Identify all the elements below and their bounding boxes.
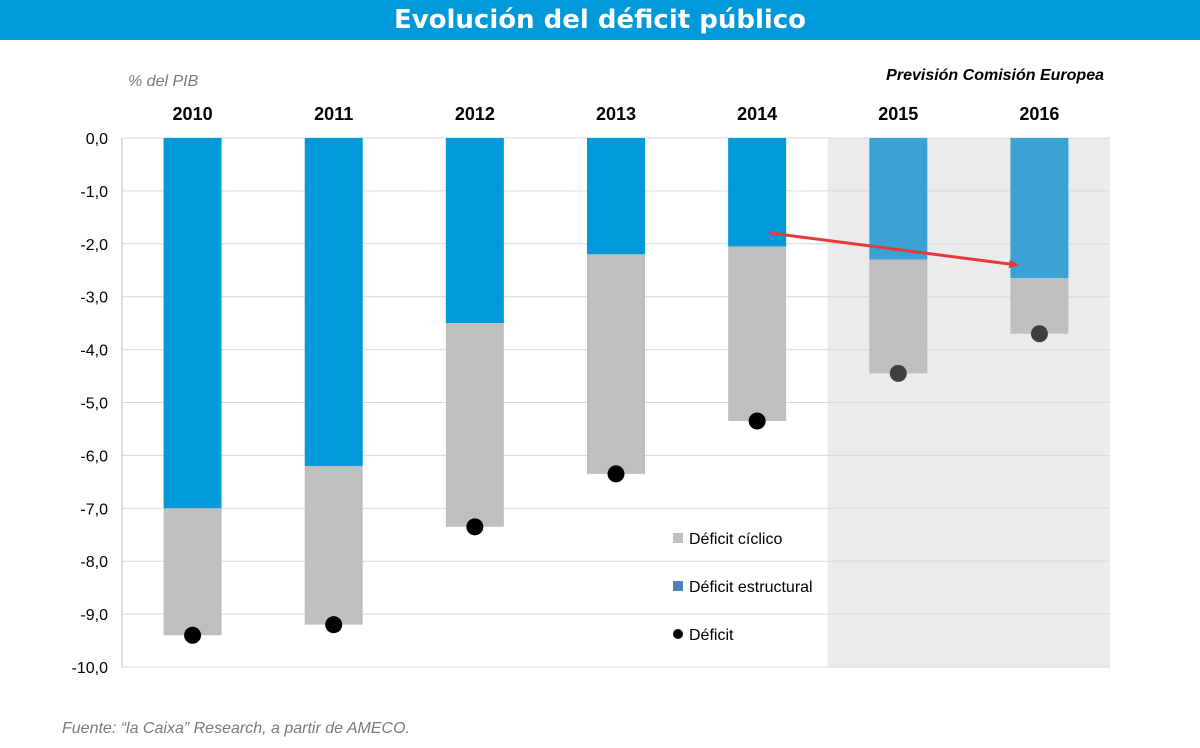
cyclical-bar-2015 <box>869 259 928 374</box>
deficit-point-2016 <box>1030 325 1048 343</box>
x-tick-label-2011: 2011 <box>314 104 353 124</box>
arrow-line <box>769 231 1019 268</box>
cyclical-bar-2011 <box>304 465 363 625</box>
trend-arrow <box>769 231 1019 268</box>
y-tick-label: -10,0 <box>72 660 109 677</box>
structural-bar-2011 <box>304 138 363 466</box>
legend-swatch-cyclical <box>673 533 683 543</box>
annotations: 9% 1% <box>1112 334 1141 493</box>
legend: Déficit cíclico Déficit estructural Défici… <box>673 531 813 644</box>
y-tick-label: -8,0 <box>80 554 108 571</box>
y-tick-label: -3,0 <box>80 290 108 307</box>
deficit-point-2011 <box>325 616 343 634</box>
chart-title: Evolución del déficit público <box>0 0 1200 40</box>
structural-bar-2015 <box>869 138 928 260</box>
y-tick-label: -1,0 <box>80 184 108 201</box>
x-tick-label-2013: 2013 <box>596 104 636 124</box>
source-note: Fuente: “la Caixa” Research, a partir de… <box>62 720 410 737</box>
y-tick-label: -6,0 <box>80 448 108 465</box>
x-tick-label-2016: 2016 <box>1019 104 1059 124</box>
x-tick-label-2015: 2015 <box>878 104 918 124</box>
x-tick-label-2010: 2010 <box>173 104 213 124</box>
cyclical-bar-2010 <box>163 508 222 636</box>
deficit-point-2013 <box>607 465 625 483</box>
cyclical-bar-2012 <box>445 323 504 527</box>
deficit-point-2012 <box>466 518 484 536</box>
structural-bar-2013 <box>587 138 645 255</box>
structural-bar-2016 <box>1010 138 1069 279</box>
deficit-point-2015 <box>889 364 907 382</box>
cyclical-bar-2013 <box>587 254 645 474</box>
legend-swatch-deficit <box>673 629 683 639</box>
legend-label-cyclical: Déficit cíclico <box>689 531 782 548</box>
x-tick-label-2014: 2014 <box>737 104 777 124</box>
structural-bar-2010 <box>163 138 222 509</box>
cyclical-bar-2016 <box>1010 278 1069 334</box>
y-tick-label: -2,0 <box>80 237 108 254</box>
deficit-point-2010 <box>184 626 202 644</box>
structural-bar-2014 <box>728 138 787 247</box>
y-axis-label: % del PIB <box>128 73 199 90</box>
y-tick-labels: 0,0 -1,0 -2,0 -3,0 -4,0 -5,0 -6,0 -7,0 -8,0 -9,0 -… <box>72 131 109 677</box>
bars <box>163 138 1069 636</box>
y-tick-label: -9,0 <box>80 607 108 624</box>
legend-label-structural: Déficit estructural <box>689 579 813 596</box>
annotation-label: 9% <box>1112 334 1141 356</box>
annotation-label: 1% <box>1112 471 1141 493</box>
cyclical-bar-2014 <box>728 246 787 422</box>
y-tick-label: -4,0 <box>80 343 108 360</box>
legend-swatch-structural <box>673 581 683 591</box>
y-tick-label: 0,0 <box>86 131 108 148</box>
forecast-label: Previsión Comisión Europea <box>886 67 1104 84</box>
x-tick-label-2012: 2012 <box>455 104 495 124</box>
y-tick-label: -7,0 <box>80 501 108 518</box>
structural-bar-2012 <box>445 138 504 324</box>
deficit-points <box>184 325 1048 644</box>
y-tick-label: -5,0 <box>80 396 108 413</box>
legend-label-deficit: Déficit <box>689 627 734 644</box>
deficit-point-2014 <box>748 412 766 430</box>
x-tick-labels: 2010 2011 2012 2013 2014 2015 2016 <box>173 104 1060 124</box>
